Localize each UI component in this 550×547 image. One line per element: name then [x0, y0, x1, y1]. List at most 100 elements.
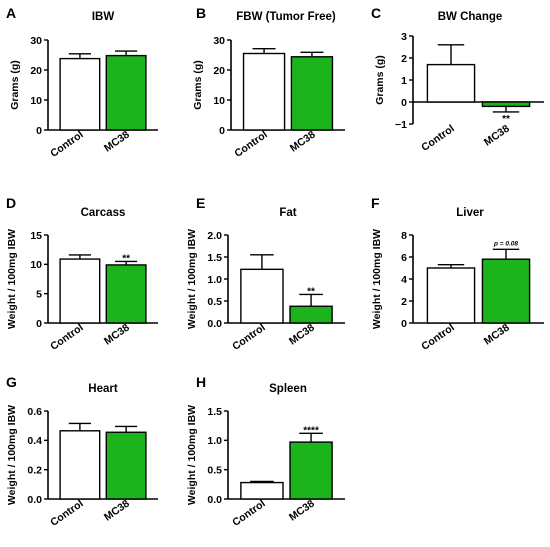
y-tick-label: 6	[401, 252, 407, 264]
panel-letter: H	[196, 374, 206, 390]
y-axis-label: Weight / 100mg IBW	[186, 405, 198, 505]
y-axis-label: Weight / 100mg IBW	[6, 405, 18, 505]
y-axis-label: Weight / 100mg IBW	[371, 229, 383, 329]
y-tick-label: 0.5	[207, 464, 222, 476]
y-tick-label: 10	[30, 95, 42, 107]
panel-title: Spleen	[269, 383, 307, 395]
y-axis-label: Weight / 100mg IBW	[6, 229, 18, 329]
y-tick-label: 10	[213, 95, 225, 107]
bar-control	[426, 267, 476, 324]
panel-title: IBW	[92, 11, 115, 23]
panel-letter: B	[196, 5, 206, 21]
y-tick-label: 0.0	[207, 318, 222, 330]
significance-label: p = 0.08	[493, 240, 518, 247]
y-tick-label: 0	[36, 318, 42, 330]
category-label: MC38	[482, 123, 512, 149]
bar-mc38	[290, 56, 334, 131]
panel-title: Liver	[456, 207, 484, 219]
bar-mc38	[105, 54, 147, 131]
panel-letter: C	[371, 5, 381, 21]
panel-letter: F	[371, 195, 380, 211]
bar-mc38	[481, 258, 531, 324]
category-label: Control	[419, 322, 457, 353]
y-tick-label: 30	[213, 35, 225, 47]
bar-mc38	[289, 441, 333, 500]
panel-h: H Spleen 0.0 0.5 1.0 1.5 Weight / 100mg IBW Con…	[186, 374, 345, 529]
y-tick-label: 5	[36, 288, 42, 300]
category-label: MC38	[482, 322, 512, 348]
y-tick-label: 30	[30, 35, 42, 47]
y-tick-label: 4	[401, 274, 407, 286]
y-axis-label: Grams (g)	[9, 60, 21, 110]
y-tick-label: 1	[401, 75, 407, 87]
y-axis-label: Weight / 100mg IBW	[186, 229, 198, 329]
category-label: MC38	[288, 129, 318, 155]
y-tick-label: 0	[36, 125, 42, 137]
y-tick-label: 10	[30, 259, 42, 271]
category-label: Control	[419, 123, 457, 154]
bar-control	[240, 268, 284, 324]
category-label: MC38	[287, 498, 317, 524]
category-label: MC38	[102, 322, 132, 348]
bar-control	[242, 52, 286, 131]
panel-title: BW Change	[438, 11, 503, 23]
y-tick-label: 0.4	[27, 435, 42, 447]
bar-mc38	[105, 431, 147, 500]
bar-mc38	[105, 264, 147, 324]
y-tick-label: 1.0	[207, 274, 222, 286]
bar-control	[240, 481, 284, 500]
panel-d: D Carcass 0 5 10 15 Weight / 100mg IBW Control *…	[6, 195, 158, 353]
panel-letter: E	[196, 195, 205, 211]
category-label: Control	[230, 322, 268, 353]
bar-control	[59, 57, 101, 131]
category-label: MC38	[102, 498, 132, 524]
panel-a: A IBW 0 10 20 30 Grams (g) Control MC38	[6, 5, 158, 160]
y-tick-label: 20	[30, 65, 42, 77]
category-label: MC38	[102, 129, 132, 155]
y-tick-label: 2	[401, 53, 407, 65]
panel-g: G Heart 0.0 0.2 0.4 0.6 Weight / 100mg IBW Cont…	[6, 374, 158, 529]
y-axis-label: Grams (g)	[374, 55, 386, 105]
y-tick-label: 2	[401, 296, 407, 308]
panel-letter: G	[6, 374, 17, 390]
category-label: MC38	[287, 322, 317, 348]
bar-mc38	[481, 101, 531, 108]
category-label: Control	[232, 129, 270, 160]
panel-e: E Fat 0.0 0.5 1.0 1.5 2.0 Weight / 100mg IBW Con…	[186, 195, 345, 353]
y-tick-label: 20	[213, 65, 225, 77]
category-label: Control	[230, 498, 268, 529]
y-tick-label: 1.0	[207, 435, 222, 447]
panel-f: F Liver 0 2 4 6 8 Weight / 100mg IBW Control p = …	[371, 195, 544, 353]
y-tick-label: 0.0	[207, 494, 222, 506]
panel-title: FBW (Tumor Free)	[236, 11, 336, 23]
y-tick-label: 0.0	[27, 494, 42, 506]
bar-mc38	[289, 305, 333, 324]
panel-letter: D	[6, 195, 16, 211]
y-tick-label: −1	[395, 119, 407, 131]
y-tick-label: 0	[401, 318, 407, 330]
category-label: Control	[48, 322, 86, 353]
y-tick-label: 1.5	[207, 252, 222, 264]
category-label: Control	[48, 129, 86, 160]
significance-label: **	[502, 114, 510, 125]
y-tick-label: 0	[401, 97, 407, 109]
significance-label: **	[307, 286, 315, 297]
y-tick-label: 3	[401, 31, 407, 43]
bar-control	[59, 430, 101, 500]
significance-label: **	[122, 253, 130, 264]
y-tick-label: 0.6	[27, 406, 42, 418]
y-tick-label: 15	[30, 230, 42, 242]
y-tick-label: 0.2	[27, 464, 42, 476]
category-label: Control	[48, 498, 86, 529]
y-tick-label: 2.0	[207, 230, 222, 242]
y-tick-label: 0	[219, 125, 225, 137]
significance-label: ****	[303, 425, 319, 436]
y-axis-label: Grams (g)	[192, 60, 204, 110]
y-tick-label: 0.5	[207, 296, 222, 308]
bar-control	[59, 258, 101, 324]
panel-b: B FBW (Tumor Free) 0 10 20 30 Grams (g) Control…	[192, 5, 345, 160]
bar-control	[426, 63, 476, 103]
panel-c: C BW Change −1 0 1 2 3 Grams (g) Control **MC38	[371, 5, 544, 154]
panel-title: Heart	[88, 383, 118, 395]
